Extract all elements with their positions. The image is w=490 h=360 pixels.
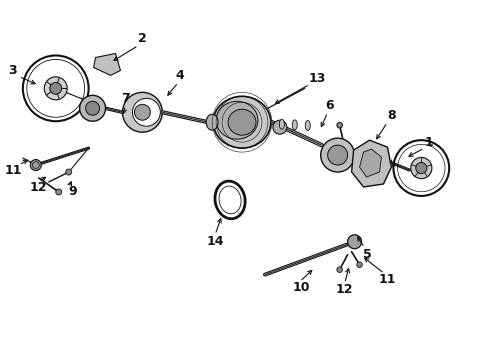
Circle shape — [86, 101, 99, 115]
Text: 11: 11 — [4, 163, 22, 176]
Ellipse shape — [279, 119, 284, 129]
Circle shape — [347, 235, 362, 249]
Circle shape — [66, 169, 72, 175]
Text: 2: 2 — [138, 32, 147, 45]
Text: 5: 5 — [363, 248, 372, 261]
Circle shape — [411, 157, 432, 179]
Text: 14: 14 — [206, 235, 224, 248]
Circle shape — [337, 267, 343, 273]
Ellipse shape — [206, 114, 218, 130]
Circle shape — [328, 145, 347, 165]
Circle shape — [80, 95, 105, 121]
Text: 12: 12 — [336, 283, 353, 296]
Circle shape — [337, 122, 343, 128]
Circle shape — [416, 162, 427, 174]
Text: 6: 6 — [325, 99, 334, 112]
Polygon shape — [94, 54, 121, 75]
Circle shape — [273, 120, 287, 134]
Circle shape — [44, 77, 67, 100]
Text: 11: 11 — [379, 273, 396, 286]
Circle shape — [134, 104, 150, 120]
Ellipse shape — [228, 109, 256, 135]
Circle shape — [56, 189, 62, 195]
Circle shape — [122, 92, 162, 132]
Ellipse shape — [216, 101, 258, 139]
Circle shape — [50, 82, 62, 94]
Text: 10: 10 — [293, 281, 311, 294]
Polygon shape — [352, 140, 392, 187]
Circle shape — [32, 162, 39, 168]
Text: 4: 4 — [176, 69, 185, 82]
Polygon shape — [360, 149, 382, 177]
Circle shape — [30, 159, 41, 171]
Text: 8: 8 — [387, 109, 396, 122]
Ellipse shape — [305, 121, 310, 130]
Text: 1: 1 — [425, 136, 434, 149]
Circle shape — [357, 262, 362, 267]
Text: 9: 9 — [68, 185, 77, 198]
Circle shape — [132, 98, 160, 126]
Ellipse shape — [213, 96, 271, 148]
Text: 3: 3 — [9, 64, 17, 77]
Circle shape — [321, 138, 355, 172]
Text: 7: 7 — [121, 92, 130, 105]
Ellipse shape — [293, 120, 297, 130]
Text: 13: 13 — [309, 72, 326, 85]
Text: 12: 12 — [30, 181, 48, 194]
